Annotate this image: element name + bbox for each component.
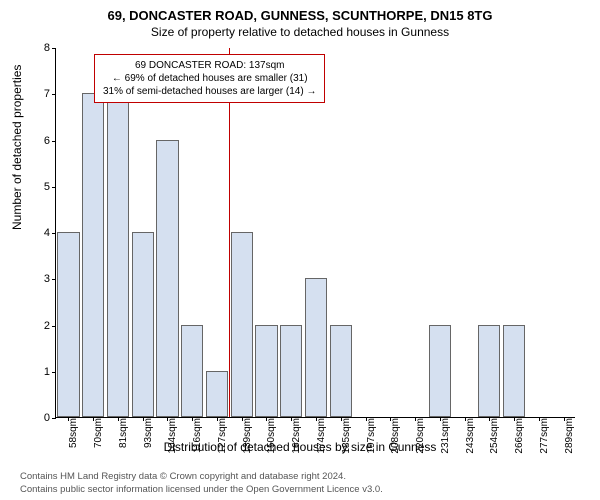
chart-area: 01234567858sqm70sqm81sqm93sqm104sqm116sq… — [55, 48, 575, 418]
y-tick-label: 4 — [26, 227, 50, 239]
y-axis-label: Number of detached properties — [10, 65, 24, 230]
annotation-box: 69 DONCASTER ROAD: 137sqm← 69% of detach… — [94, 54, 325, 103]
bar — [57, 232, 79, 417]
bar — [305, 278, 327, 417]
y-tick-mark — [52, 326, 56, 327]
y-tick-mark — [52, 279, 56, 280]
bar — [181, 325, 203, 418]
y-tick-label: 6 — [26, 135, 50, 147]
y-tick-mark — [52, 187, 56, 188]
bar — [206, 371, 228, 417]
y-tick-label: 7 — [26, 88, 50, 100]
y-tick-label: 1 — [26, 366, 50, 378]
bar — [82, 93, 104, 417]
chart-container: 69, DONCASTER ROAD, GUNNESS, SCUNTHORPE,… — [0, 0, 600, 500]
footer-line2: Contains public sector information licen… — [20, 484, 383, 496]
bar — [503, 325, 525, 418]
y-tick-mark — [52, 372, 56, 373]
bar — [478, 325, 500, 418]
bar — [429, 325, 451, 418]
title-sub: Size of property relative to detached ho… — [0, 23, 600, 39]
bar — [231, 232, 253, 417]
y-tick-label: 5 — [26, 181, 50, 193]
y-tick-mark — [52, 141, 56, 142]
bar — [255, 325, 277, 418]
annotation-line2: ← 69% of detached houses are smaller (31… — [103, 72, 316, 85]
y-tick-label: 3 — [26, 273, 50, 285]
y-tick-label: 2 — [26, 320, 50, 332]
y-tick-label: 0 — [26, 412, 50, 424]
y-tick-mark — [52, 48, 56, 49]
annotation-line3: 31% of semi-detached houses are larger (… — [103, 85, 316, 98]
bar — [330, 325, 352, 418]
y-tick-mark — [52, 94, 56, 95]
y-tick-mark — [52, 418, 56, 419]
footer: Contains HM Land Registry data © Crown c… — [20, 471, 383, 496]
bar — [107, 93, 129, 417]
bar — [156, 140, 178, 418]
footer-line1: Contains HM Land Registry data © Crown c… — [20, 471, 383, 483]
x-axis-label: Distribution of detached houses by size … — [0, 440, 600, 454]
annotation-line1: 69 DONCASTER ROAD: 137sqm — [103, 59, 316, 72]
marker-line — [229, 48, 230, 417]
y-tick-mark — [52, 233, 56, 234]
y-tick-label: 8 — [26, 42, 50, 54]
plot-region: 01234567858sqm70sqm81sqm93sqm104sqm116sq… — [55, 48, 575, 418]
bar — [280, 325, 302, 418]
title-main: 69, DONCASTER ROAD, GUNNESS, SCUNTHORPE,… — [0, 0, 600, 23]
bar — [132, 232, 154, 417]
